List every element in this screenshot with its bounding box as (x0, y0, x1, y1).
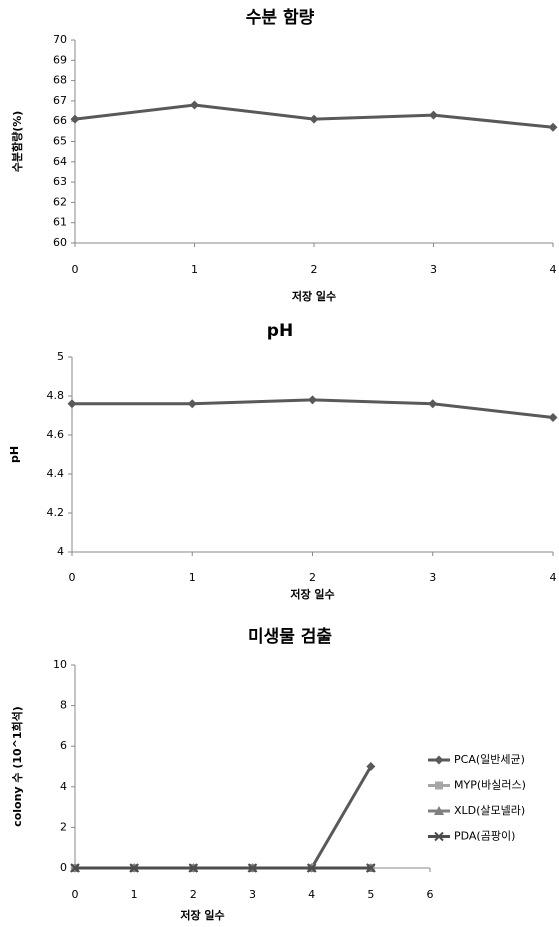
x-tick-label: 1 (191, 263, 198, 276)
y-tick-label: 4.2 (47, 506, 65, 519)
y-tick-label: 69 (53, 53, 67, 66)
legend-label: PCA(일반세균) (454, 752, 525, 766)
y-tick-label: 66 (53, 114, 67, 127)
marker (70, 863, 80, 873)
marker (435, 781, 443, 790)
marker (366, 863, 376, 873)
x-tick-label: 2 (309, 571, 316, 584)
y-tick-label: 4 (60, 780, 67, 793)
y-axis-label: 수분함량(%) (10, 111, 24, 173)
y-tick-label: 70 (53, 33, 67, 46)
legend-label: MYP(바실러스) (454, 779, 526, 792)
x-tick-label: 1 (189, 571, 196, 584)
marker (187, 399, 197, 409)
marker (247, 863, 258, 873)
y-tick-label: 10 (53, 658, 67, 671)
x-tick-label: 1 (131, 888, 138, 901)
series-line (75, 765, 373, 870)
y-tick-label: 60 (53, 236, 67, 249)
y-tick-label: 4.8 (47, 389, 65, 402)
y-tick-label: 0 (60, 861, 67, 874)
marker (548, 412, 558, 422)
x-tick-label: 6 (427, 888, 434, 901)
x-tick-label: 0 (69, 571, 76, 584)
marker (434, 806, 444, 815)
x-tick-label: 4 (550, 263, 557, 276)
x-tick-label: 2 (311, 263, 318, 276)
x-tick-label: 2 (190, 888, 197, 901)
marker (548, 122, 558, 132)
y-tick-label: 5 (57, 350, 64, 363)
y-tick-label: 62 (53, 195, 67, 208)
legend-label: XLD(살모넬라) (454, 804, 525, 817)
y-tick-label: 8 (60, 699, 67, 712)
x-axis-label: 저장 일수 (180, 908, 224, 922)
marker (366, 762, 376, 771)
marker (309, 114, 319, 124)
y-tick-label: 4 (57, 545, 64, 558)
y-axis-label: colony 수 (10^1희석) (10, 706, 24, 827)
y-tick-label: 6 (60, 739, 67, 752)
x-tick-label: 4 (308, 888, 315, 901)
x-tick-label: 4 (550, 571, 557, 584)
chart-title: pH (267, 321, 293, 341)
marker (429, 110, 438, 120)
marker (428, 399, 438, 409)
y-tick-label: 61 (53, 216, 67, 229)
x-axis-label: 저장 일수 (292, 289, 336, 303)
x-tick-label: 0 (72, 263, 79, 276)
marker (190, 100, 199, 110)
y-tick-label: 68 (53, 74, 67, 87)
y-axis-label: pH (8, 446, 21, 463)
x-tick-label: 5 (367, 888, 374, 901)
x-axis-label: 저장 일수 (290, 587, 334, 601)
x-tick-label: 0 (72, 888, 79, 901)
x-tick-label: 3 (429, 571, 436, 584)
y-tick-label: 64 (53, 155, 67, 168)
marker (70, 114, 80, 124)
marker (434, 755, 444, 765)
y-tick-label: 4.4 (47, 467, 65, 480)
y-tick-label: 65 (53, 135, 67, 148)
marker (67, 399, 77, 409)
legend-label: PDA(곰팡이) (454, 830, 515, 843)
marker (306, 863, 317, 873)
y-tick-label: 2 (60, 820, 67, 833)
marker (188, 863, 199, 873)
chart-title: 미생물 검출 (248, 627, 332, 647)
marker (434, 831, 444, 842)
x-tick-label: 3 (249, 888, 256, 901)
x-tick-label: 3 (430, 263, 437, 276)
marker (308, 395, 317, 405)
y-tick-label: 67 (53, 94, 67, 107)
marker (129, 863, 139, 873)
y-tick-label: 4.6 (47, 428, 65, 441)
y-tick-label: 63 (53, 175, 67, 188)
chart-title: 수분 함량 (246, 7, 315, 28)
